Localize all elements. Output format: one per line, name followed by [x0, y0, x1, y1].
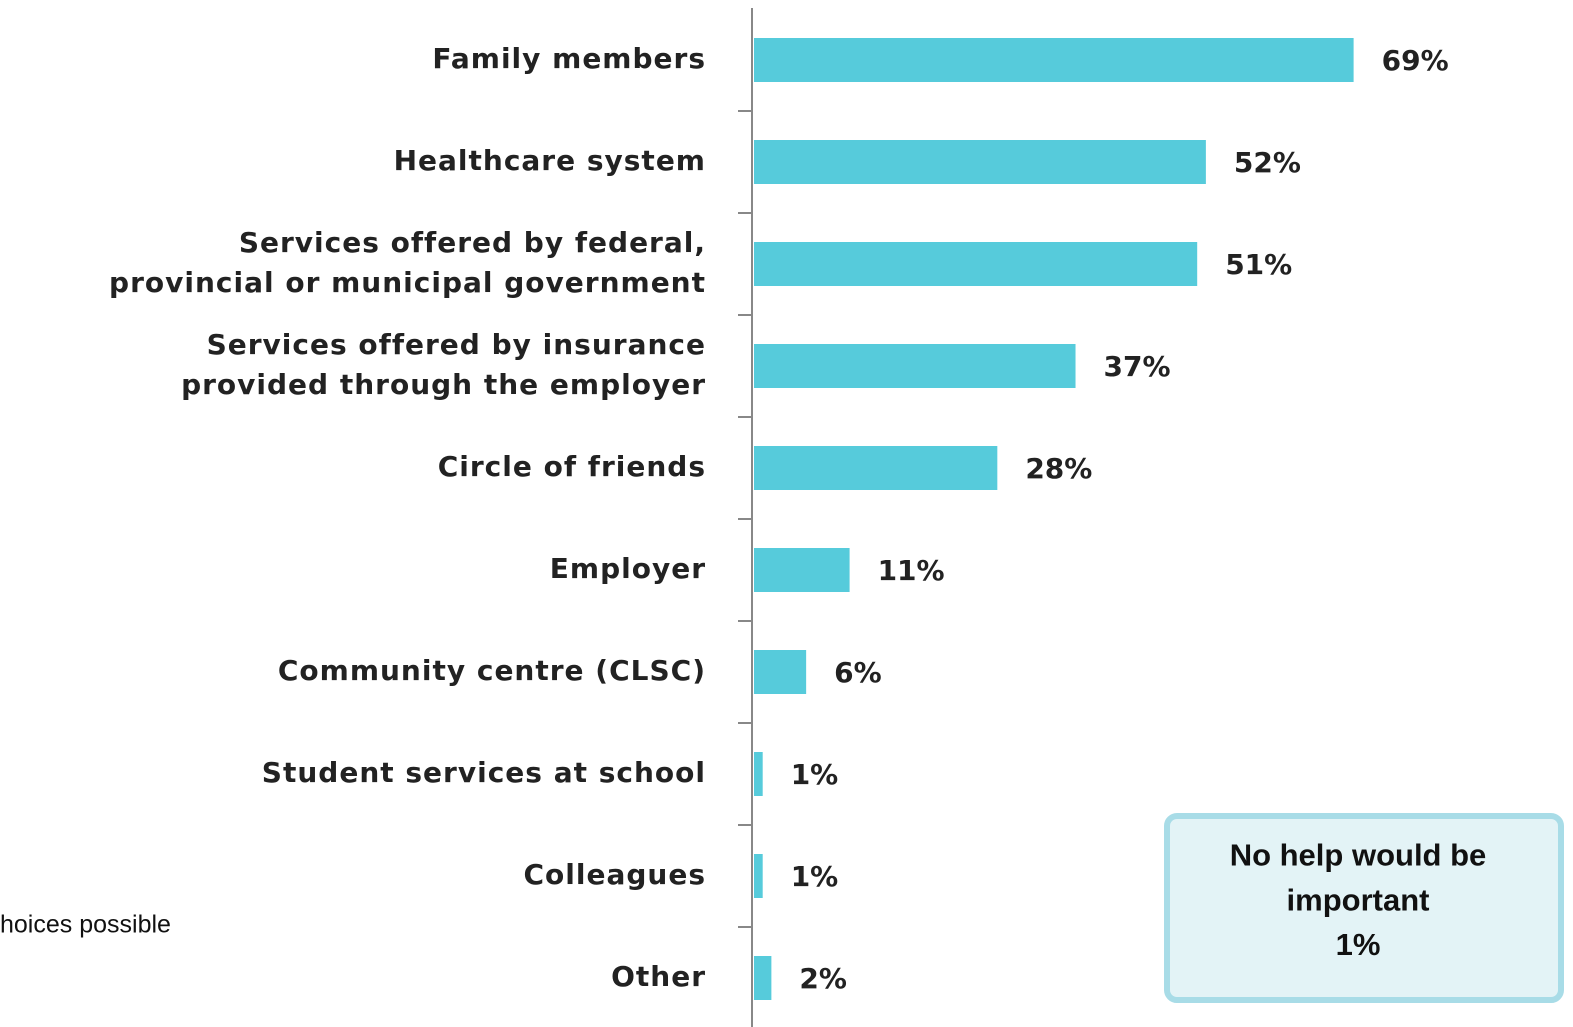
value-label: 69% [1382, 44, 1449, 77]
category-label: Healthcare system [394, 144, 706, 177]
category-label: Family members [432, 42, 706, 75]
value-label: 6% [834, 656, 882, 689]
category-label: Other [611, 960, 706, 993]
category-label: Services offered by insurance provided th… [181, 328, 706, 401]
bar [754, 854, 763, 898]
bar [754, 752, 763, 796]
value-label: 2% [799, 962, 847, 995]
bar [754, 956, 772, 1000]
category-label: Services offered by federal, provincial o… [109, 226, 706, 299]
annotation-box [1164, 813, 1564, 1003]
value-label: 11% [878, 554, 945, 587]
value-label: 1% [791, 758, 839, 791]
bar [754, 38, 1354, 82]
bar [754, 242, 1198, 286]
annotation-value: 1% [1336, 927, 1381, 962]
bar [754, 650, 807, 694]
bar [754, 140, 1206, 184]
category-label: Employer [550, 552, 706, 585]
annotation-text: No help would be important [1230, 838, 1487, 918]
category-label: Community centre (CLSC) [278, 654, 706, 687]
note: hoices possible [0, 911, 171, 939]
value-label: 37% [1104, 350, 1171, 383]
value-label: 1% [791, 860, 839, 893]
bar [754, 548, 850, 592]
bar [754, 344, 1076, 388]
category-label: Student services at school [262, 756, 706, 789]
category-label: Colleagues [524, 858, 707, 891]
value-label: 28% [1025, 452, 1092, 485]
category-label: Circle of friends [438, 450, 706, 483]
value-label: 52% [1234, 146, 1301, 179]
value-label: 51% [1225, 248, 1292, 281]
bar [754, 446, 998, 490]
